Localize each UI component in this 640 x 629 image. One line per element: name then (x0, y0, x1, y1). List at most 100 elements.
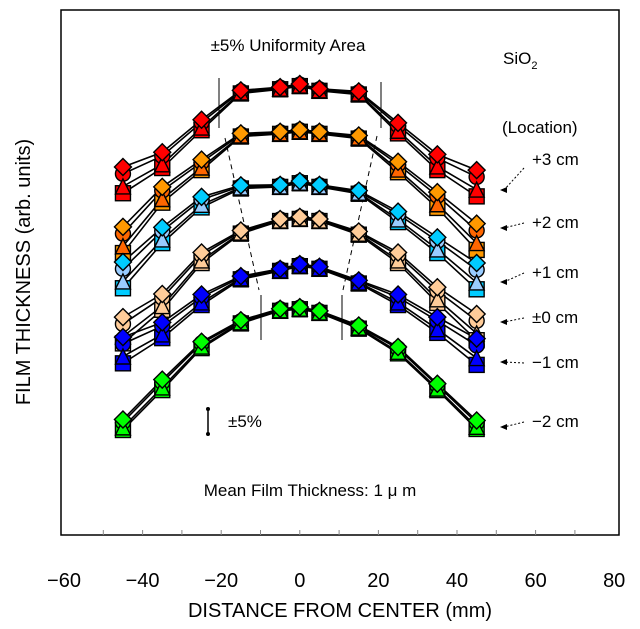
data-point-diamond (290, 74, 310, 94)
arrow-head-icon (500, 225, 507, 231)
location-arrow (503, 167, 525, 191)
data-point-diamond (309, 209, 329, 229)
location-arrow (503, 222, 525, 229)
data-point-diamond (427, 307, 447, 327)
data-point-diamond (192, 187, 212, 207)
error-bar-cap (206, 407, 210, 411)
data-point-triangle (114, 347, 132, 365)
data-point-diamond (152, 217, 172, 237)
data-point-diamond (427, 374, 447, 394)
x-tick-label: 20 (367, 570, 389, 592)
data-point-triangle (468, 234, 486, 252)
data-point-diamond (290, 254, 310, 274)
data-point-diamond (349, 81, 369, 101)
data-point-diamond (113, 217, 133, 237)
x-tick-label: 40 (446, 570, 468, 592)
data-point-diamond (349, 316, 369, 336)
arrow-head-icon (500, 279, 507, 285)
x-tick-label: −60 (47, 570, 81, 592)
data-point-diamond (192, 332, 212, 352)
data-point-diamond (309, 122, 329, 142)
uniformity-dashed-line (224, 137, 260, 291)
data-point-diamond (388, 202, 408, 222)
arrow-head-icon (500, 319, 507, 325)
data-point-diamond (192, 285, 212, 305)
data-point-triangle (153, 155, 171, 173)
data-point-diamond (231, 80, 251, 100)
data-point-triangle (468, 180, 486, 198)
data-point-triangle (468, 273, 486, 291)
data-point-triangle (468, 349, 486, 367)
data-point-diamond (349, 222, 369, 242)
location-arrow (503, 317, 525, 323)
data-point-diamond (388, 337, 408, 357)
data-point-diamond (231, 123, 251, 143)
data-point-diamond (152, 370, 172, 390)
data-point-diamond (349, 125, 369, 145)
data-point-diamond (309, 257, 329, 277)
data-point-diamond (192, 150, 212, 170)
location-arrow (503, 361, 525, 364)
arrow-head-icon (500, 359, 507, 365)
data-point-diamond (290, 120, 310, 140)
mean-thickness-label: Mean Film Thickness: 1 μ m (204, 481, 417, 500)
data-point-triangle (428, 157, 446, 175)
data-point-triangle (153, 189, 171, 208)
location-label: +1 cm (532, 263, 579, 282)
data-point-diamond (309, 175, 329, 195)
data-point-diamond (231, 310, 251, 330)
data-point-diamond (113, 327, 133, 347)
data-point-diamond (113, 157, 133, 177)
x-tick-label: 0 (294, 570, 305, 592)
error-bar-cap (206, 432, 210, 436)
material-label: SiO2 (503, 49, 537, 72)
x-tick-label: −20 (204, 570, 238, 592)
data-point-diamond (467, 411, 487, 431)
location-label: ±0 cm (532, 308, 578, 327)
uniformity-area-label: ±5% Uniformity Area (211, 36, 366, 55)
data-point-triangle (428, 195, 446, 213)
data-point-diamond (270, 259, 290, 279)
location-label: −2 cm (532, 412, 579, 431)
series-line-circle (122, 306, 478, 424)
data-point-diamond (290, 297, 310, 317)
data-point-diamond (467, 304, 487, 324)
x-tick-label: −40 (126, 570, 160, 592)
data-point-diamond (270, 299, 290, 319)
data-point-triangle (153, 230, 171, 248)
data-point-diamond (467, 253, 487, 273)
x-tick-label: 80 (603, 570, 625, 592)
location-arrow (503, 421, 525, 428)
data-point-diamond (231, 221, 251, 240)
data-point-diamond (427, 277, 447, 297)
data-point-diamond (427, 144, 447, 164)
data-point-diamond (270, 209, 290, 229)
data-point-diamond (467, 214, 487, 234)
data-point-diamond (349, 181, 369, 201)
data-point-diamond (467, 329, 487, 349)
error-bar-label: ±5% (228, 412, 262, 431)
data-point-diamond (467, 160, 487, 180)
data-point-diamond (113, 252, 133, 272)
series-line-square (122, 218, 478, 344)
data-point-triangle (153, 325, 171, 343)
data-point-diamond (388, 113, 408, 133)
data-point-diamond (270, 122, 290, 142)
data-point-diamond (231, 266, 251, 286)
data-point-diamond (388, 152, 408, 172)
data-point-diamond (427, 227, 447, 247)
data-point-diamond (113, 410, 133, 429)
location-label: +2 cm (532, 213, 579, 232)
x-tick-label: 60 (524, 570, 546, 592)
data-point-triangle (428, 240, 446, 258)
data-point-diamond (309, 301, 329, 321)
data-point-diamond (231, 175, 251, 195)
data-point-diamond (290, 207, 310, 227)
data-point-diamond (113, 307, 133, 327)
data-point-diamond (270, 77, 290, 97)
data-point-diamond (192, 243, 212, 263)
data-point-diamond (290, 171, 310, 191)
uniformity-dashed-line (342, 135, 378, 291)
data-point-diamond (388, 285, 408, 305)
